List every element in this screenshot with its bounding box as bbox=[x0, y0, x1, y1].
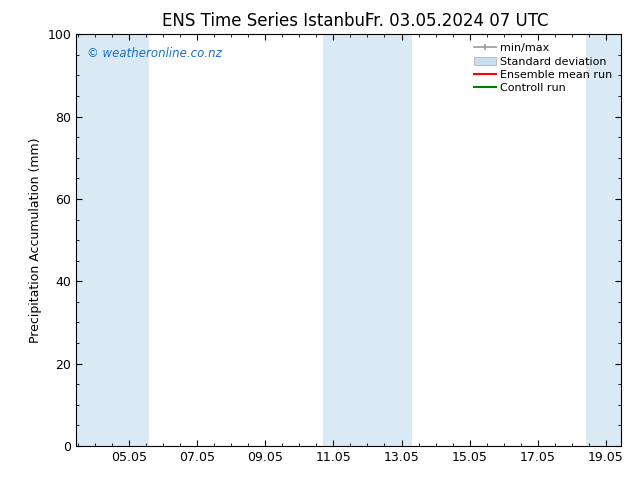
Text: Fr. 03.05.2024 07 UTC: Fr. 03.05.2024 07 UTC bbox=[365, 12, 548, 30]
Bar bbox=[323, 34, 411, 446]
Text: ENS Time Series Istanbul: ENS Time Series Istanbul bbox=[162, 12, 370, 30]
Y-axis label: Precipitation Accumulation (mm): Precipitation Accumulation (mm) bbox=[29, 137, 42, 343]
Bar bbox=[76, 34, 150, 446]
Text: © weatheronline.co.nz: © weatheronline.co.nz bbox=[87, 47, 222, 60]
Bar bbox=[586, 34, 621, 446]
Legend: min/max, Standard deviation, Ensemble mean run, Controll run: min/max, Standard deviation, Ensemble me… bbox=[470, 40, 616, 97]
